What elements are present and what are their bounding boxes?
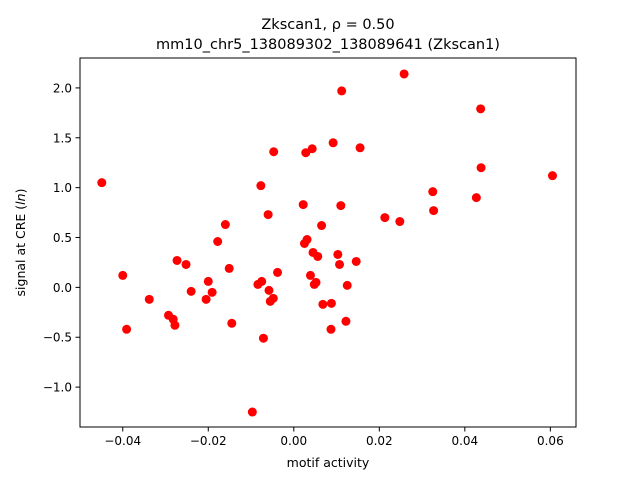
data-point xyxy=(263,210,273,220)
y-tick-label: 2.0 xyxy=(53,81,72,95)
x-tick-label: 0.06 xyxy=(537,434,564,448)
data-point xyxy=(258,333,268,343)
data-point xyxy=(186,286,196,296)
data-point xyxy=(318,299,328,309)
data-point xyxy=(380,213,390,223)
data-point xyxy=(97,178,107,188)
data-point xyxy=(269,147,279,157)
y-axis-label: signal at CRE (ln) xyxy=(13,189,28,297)
data-point xyxy=(257,276,267,286)
data-point xyxy=(122,324,132,334)
data-point xyxy=(395,217,405,227)
data-point xyxy=(181,259,191,269)
data-point xyxy=(227,318,237,328)
y-tick-label: −1.0 xyxy=(43,381,72,395)
data-point xyxy=(428,187,438,197)
data-point xyxy=(305,270,315,280)
data-point xyxy=(207,287,217,297)
data-point xyxy=(213,237,223,246)
data-point xyxy=(224,263,234,273)
y-tick-label: 1.0 xyxy=(53,181,72,195)
data-point xyxy=(355,143,365,153)
data-point xyxy=(326,324,336,334)
data-point xyxy=(247,407,257,417)
data-point xyxy=(201,294,211,304)
data-point xyxy=(311,277,321,287)
x-tick-label: 0.02 xyxy=(366,434,393,448)
y-axis-label-main: signal at CRE ( xyxy=(13,205,28,297)
x-tick-label: 0.00 xyxy=(280,434,307,448)
chart-title-line-2: mm10_chr5_138089302_138089641 (Zkscan1) xyxy=(156,37,500,53)
data-point xyxy=(326,298,336,308)
data-point xyxy=(335,259,345,269)
data-point xyxy=(547,171,557,181)
data-point xyxy=(476,163,486,173)
data-point xyxy=(256,181,266,191)
data-point xyxy=(203,276,213,286)
data-point xyxy=(273,267,283,277)
data-point xyxy=(172,255,182,265)
x-axis-ticks: −0.04 −0.02 0.00 0.02 0.04 0.06 xyxy=(104,427,564,448)
data-point xyxy=(268,293,278,303)
data-point xyxy=(328,138,338,148)
data-point xyxy=(301,148,311,158)
plot-area-frame xyxy=(79,57,577,428)
data-point xyxy=(302,235,312,245)
y-axis-label-close: ) xyxy=(13,189,28,194)
y-tick-label: 0.0 xyxy=(53,281,72,295)
data-point xyxy=(476,104,486,114)
y-tick-label: 0.5 xyxy=(53,231,72,245)
data-point xyxy=(337,86,347,96)
x-tick-label: −0.04 xyxy=(104,434,141,448)
data-point xyxy=(342,280,352,290)
data-point xyxy=(341,316,351,326)
x-axis-label: motif activity xyxy=(287,455,370,470)
data-point xyxy=(333,249,343,259)
data-point xyxy=(399,69,409,79)
y-tick-label: −0.5 xyxy=(43,331,72,345)
x-tick-label: −0.02 xyxy=(190,434,227,448)
data-point xyxy=(264,285,274,295)
data-point xyxy=(429,206,439,216)
data-point xyxy=(118,270,128,280)
data-point xyxy=(317,221,327,231)
data-point xyxy=(307,144,317,154)
data-point xyxy=(170,320,180,330)
data-points xyxy=(97,69,557,417)
data-point xyxy=(351,256,361,266)
chart-title: Zkscan1, ρ = 0.50 mm10_chr5_138089302_13… xyxy=(156,17,500,53)
data-point xyxy=(144,294,154,304)
y-tick-label: 1.5 xyxy=(53,131,72,145)
data-point xyxy=(220,220,230,230)
x-tick-label: 0.04 xyxy=(451,434,478,448)
data-point xyxy=(471,193,481,203)
y-axis-label-ln: ln xyxy=(13,193,28,204)
data-point xyxy=(336,201,346,211)
y-axis-ticks: −1.0 −0.5 0.0 0.5 1.0 1.5 2.0 xyxy=(43,81,80,395)
chart-title-line-1: Zkscan1, ρ = 0.50 xyxy=(261,17,394,33)
data-point xyxy=(313,251,323,261)
data-point xyxy=(298,200,308,210)
